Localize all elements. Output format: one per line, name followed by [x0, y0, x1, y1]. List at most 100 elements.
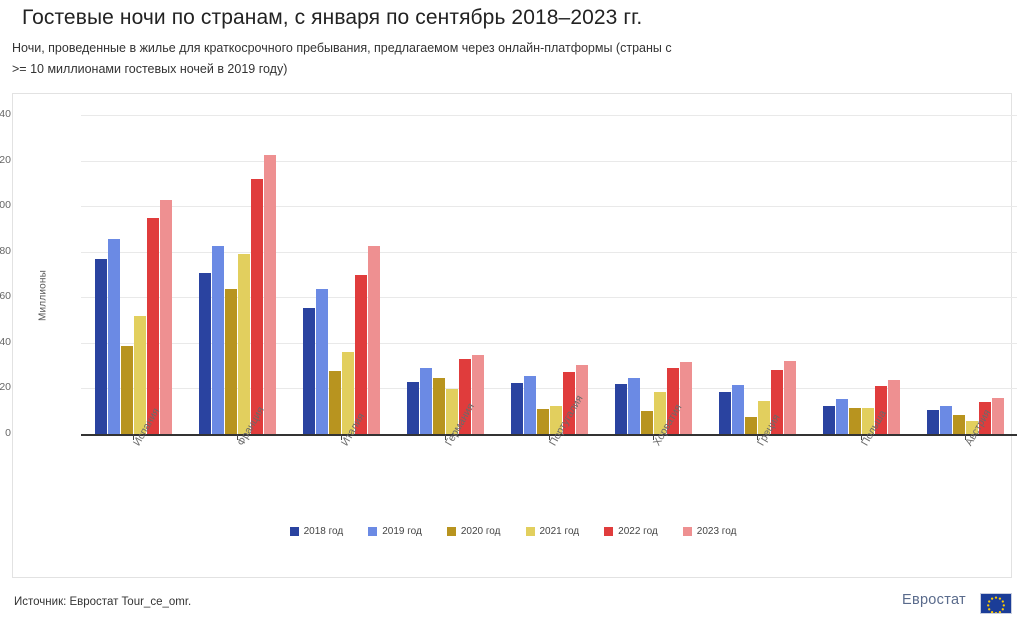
bar-cluster [302, 115, 380, 434]
gridline [81, 115, 1017, 116]
eu-flag-icon [980, 593, 1012, 615]
legend-label: 2020 год [460, 526, 501, 537]
bar[interactable] [328, 371, 341, 434]
bar[interactable] [341, 352, 354, 434]
bar[interactable] [757, 400, 770, 434]
y-axis-tick-label: 40 [0, 335, 11, 348]
bar[interactable] [549, 405, 562, 434]
bar[interactable] [822, 405, 835, 434]
bar[interactable] [432, 378, 445, 434]
y-axis-title: Миллионы [37, 269, 49, 322]
bar[interactable] [354, 274, 367, 434]
legend-item[interactable]: 2018 год [289, 526, 343, 537]
legend-item[interactable]: 2021 год [525, 526, 580, 537]
bar[interactable] [536, 408, 549, 434]
bar[interactable] [978, 402, 991, 434]
bar[interactable] [458, 358, 471, 434]
x-axis-tick [549, 434, 550, 440]
bar[interactable] [250, 178, 263, 434]
bar[interactable] [315, 288, 328, 434]
x-axis-tick [341, 434, 342, 440]
x-axis-tick [133, 434, 134, 440]
legend-item[interactable]: 2022 год [604, 526, 658, 537]
y-axis-tick-label: 0 [5, 427, 11, 439]
bar[interactable] [510, 382, 523, 434]
bar-group: Португалия [497, 115, 601, 448]
legend-item[interactable]: 2020 год [446, 526, 501, 537]
gridline [81, 297, 1017, 299]
bar-group: Хорватия [601, 115, 705, 448]
bar[interactable] [575, 364, 588, 434]
bar[interactable] [848, 407, 861, 434]
bar[interactable] [744, 416, 757, 434]
bar[interactable] [237, 254, 250, 434]
bar[interactable] [965, 421, 978, 434]
bar[interactable] [952, 414, 965, 434]
bar[interactable] [224, 288, 237, 434]
bar-cluster [822, 115, 900, 434]
chart-footer: Источник: Евростат Tour_ce_omr. Евростат [0, 586, 1024, 626]
bar[interactable] [653, 391, 666, 434]
y-axis-tick-label: 140 [0, 108, 11, 120]
bar[interactable] [198, 272, 211, 434]
bar[interactable] [562, 372, 575, 434]
bar[interactable] [627, 378, 640, 434]
legend-swatch-icon [604, 527, 614, 536]
bar[interactable] [718, 391, 731, 434]
bar[interactable] [874, 386, 887, 434]
bar[interactable] [302, 307, 315, 434]
bar[interactable] [120, 345, 133, 434]
bar[interactable] [783, 361, 796, 434]
bar[interactable] [159, 200, 172, 434]
bar[interactable] [991, 397, 1004, 434]
bar[interactable] [523, 375, 536, 434]
bar[interactable] [146, 218, 159, 434]
bar[interactable] [419, 368, 432, 434]
bar[interactable] [887, 380, 900, 434]
bar[interactable] [770, 370, 783, 434]
chart-plot-frame: Миллионы 0 20 40 60 80 100 120 140 ИспанияФранц… [0, 93, 1017, 578]
bar-cluster [510, 115, 588, 434]
bar[interactable] [926, 410, 939, 434]
bar-cluster [406, 115, 484, 434]
gridline [81, 206, 1017, 208]
brand-label: Евростат [901, 592, 966, 608]
bar[interactable] [445, 388, 458, 434]
legend-item[interactable]: 2019 год [368, 526, 422, 537]
legend-swatch-icon [682, 527, 692, 536]
legend-item[interactable]: 2023 год [682, 526, 737, 537]
bar[interactable] [406, 381, 419, 434]
bar-group: Германия [393, 115, 497, 448]
bar[interactable] [133, 315, 146, 434]
bar[interactable] [731, 385, 744, 434]
x-axis-tick [445, 434, 446, 440]
bar[interactable] [614, 383, 627, 434]
bar[interactable] [666, 367, 679, 434]
gridline [81, 160, 1017, 162]
bar[interactable] [263, 154, 276, 434]
x-axis-tick [237, 434, 238, 440]
bar[interactable] [107, 238, 120, 434]
bar[interactable] [939, 405, 952, 434]
y-axis-tick-label: 60 [0, 290, 11, 303]
bar[interactable] [679, 362, 692, 434]
bar-cluster [614, 115, 692, 434]
bar[interactable] [640, 411, 653, 434]
legend-label: 2021 год [539, 526, 580, 537]
y-axis-tick-label: 80 [0, 244, 11, 257]
chart-legend: 2018 год 2019 год 2020 год 2021 год 2022 год… [13, 526, 1013, 537]
bar-cluster [718, 115, 796, 434]
bar-cluster [94, 115, 172, 434]
legend-label: 2022 год [618, 526, 658, 537]
bar[interactable] [211, 246, 224, 434]
bar[interactable] [367, 246, 380, 434]
bar[interactable] [471, 354, 484, 434]
legend-swatch-icon [368, 527, 378, 536]
chart-plot-area: 020406080100120140 ИспанияФранцияИталияГ… [0, 108, 1017, 448]
source-note: Источник: Евростат Tour_ce_omr. [14, 596, 192, 608]
bar-cluster [926, 115, 1004, 434]
bar[interactable] [94, 259, 107, 434]
legend-label: 2023 год [696, 526, 737, 537]
bar[interactable] [835, 398, 848, 434]
bar[interactable] [861, 407, 874, 434]
